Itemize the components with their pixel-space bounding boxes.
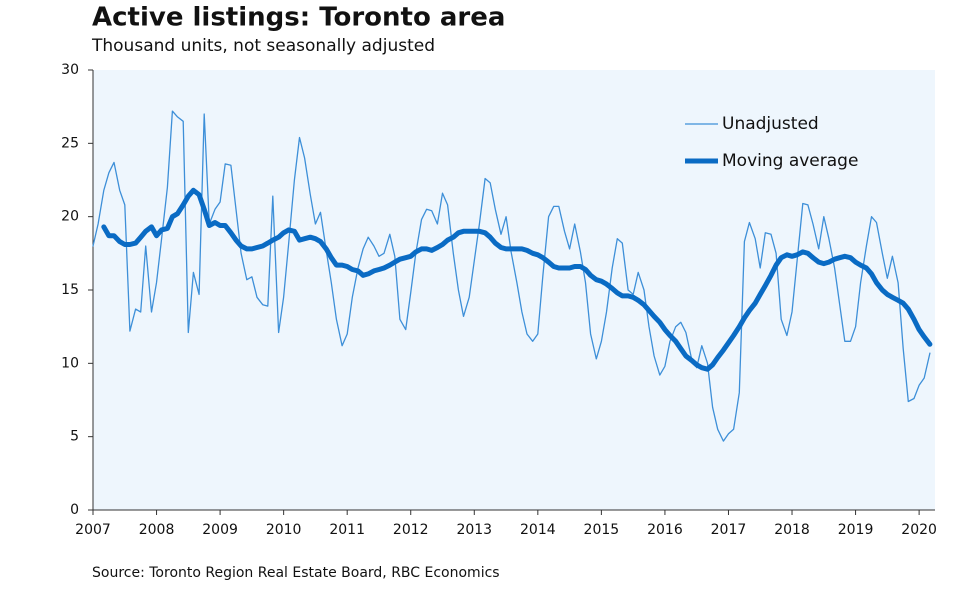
x-tick-label: 2012 [393, 522, 429, 538]
y-tick-label: 0 [70, 502, 79, 518]
legend-label: Unadjusted [722, 114, 819, 134]
y-tick-label: 20 [61, 209, 79, 225]
series-line [101, 187, 933, 372]
source-note: Source: Toronto Region Real Estate Board… [92, 565, 500, 581]
x-tick-label: 2010 [266, 522, 302, 538]
x-tick-label: 2011 [329, 522, 365, 538]
series-line [92, 110, 931, 442]
y-tick-label: 25 [61, 135, 79, 151]
y-tick-label: 10 [61, 355, 79, 371]
x-tick-label: 2013 [456, 522, 492, 538]
x-tick-label: 2015 [584, 522, 620, 538]
x-tick-label: 2016 [647, 522, 683, 538]
x-tick-label: 2017 [711, 522, 747, 538]
x-tick-label: 2018 [774, 522, 810, 538]
x-tick-label: 2014 [520, 522, 556, 538]
plot-background [93, 70, 935, 510]
y-tick-label: 30 [61, 62, 79, 78]
y-tick-label: 5 [70, 429, 79, 445]
y-tick-label: 15 [61, 282, 79, 298]
x-tick-label: 2020 [901, 522, 937, 538]
x-tick-label: 2007 [75, 522, 111, 538]
x-tick-label: 2009 [202, 522, 238, 538]
chart-subtitle: Thousand units, not seasonally adjusted [91, 36, 435, 56]
x-tick-label: 2019 [838, 522, 874, 538]
chart-title: Active listings: Toronto area [92, 3, 505, 33]
x-tick-label: 2008 [139, 522, 175, 538]
legend-label: Moving average [722, 151, 858, 171]
